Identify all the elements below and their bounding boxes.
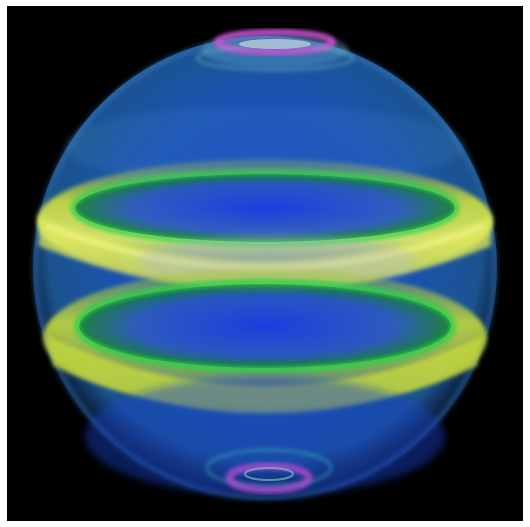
top-band-inner — [75, 174, 455, 242]
volume-render-svg — [32, 29, 498, 501]
bottom-cap-inner-ring — [244, 467, 294, 481]
bottom-band-inner — [79, 284, 451, 368]
top-cap-magenta-ring — [214, 29, 336, 55]
bottom-band-green-edge — [74, 279, 456, 373]
top-cap-outer-ring — [196, 45, 354, 71]
bottom-cap-magenta-ring — [225, 462, 313, 494]
lower-shell — [85, 376, 445, 496]
render-viewport — [7, 6, 523, 521]
bottom-cap-outer-ring — [206, 449, 332, 487]
